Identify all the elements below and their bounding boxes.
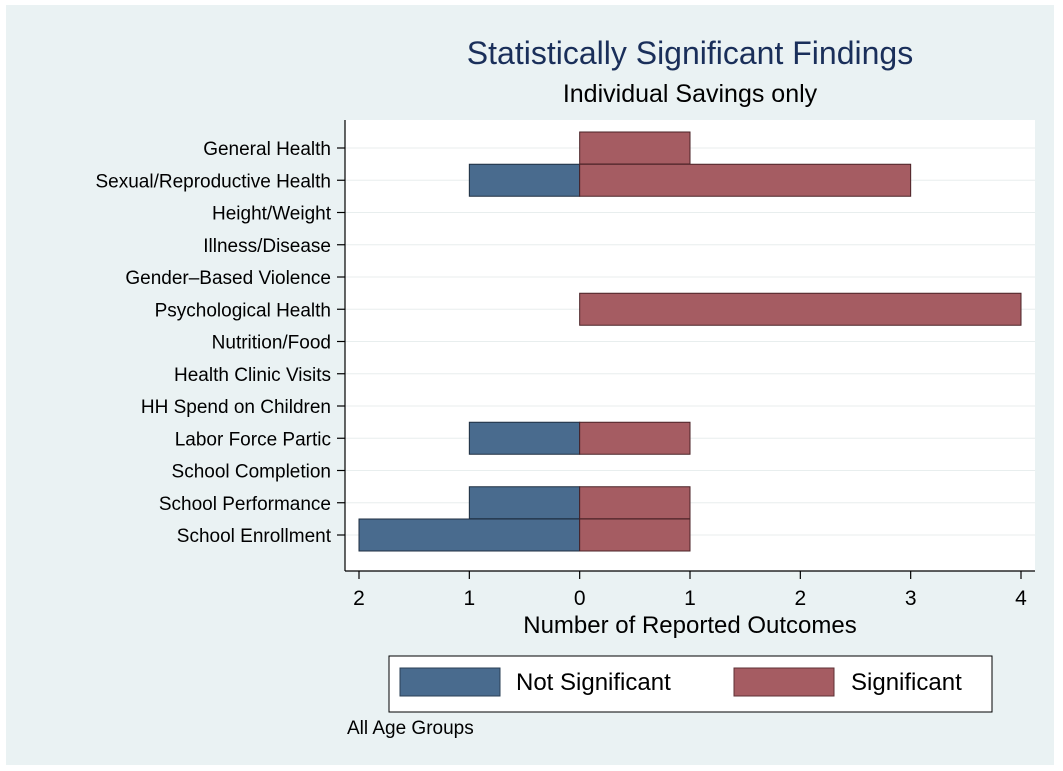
category-label: Illness/Disease (203, 236, 331, 257)
legend-swatch-not-significant (399, 667, 501, 697)
legend-label-significant: Significant (851, 669, 962, 696)
category-label: School Completion (172, 462, 331, 483)
bar-not-significant (468, 486, 581, 520)
category-label: HH Spend on Children (141, 397, 331, 418)
category-label: School Performance (159, 494, 331, 515)
x-tick-label: 1 (684, 587, 696, 610)
category-label: General Health (203, 139, 331, 160)
category-label: Nutrition/Food (212, 333, 331, 354)
chart-note: All Age Groups (347, 718, 474, 739)
bar-significant (579, 292, 1022, 326)
legend-label-not-significant: Not Significant (516, 669, 671, 696)
legend: Not Significant Significant (388, 655, 993, 713)
bar-significant (579, 518, 691, 552)
bar-significant (579, 163, 912, 197)
x-tick-label: 4 (1015, 587, 1027, 610)
category-label: Gender–Based Violence (125, 268, 331, 289)
bar-layer (358, 131, 1022, 552)
category-label: Health Clinic Visits (174, 365, 331, 386)
x-axis-title: Number of Reported Outcomes (523, 612, 856, 639)
chart-frame: Statistically Significant Findings Indiv… (6, 5, 1054, 765)
bar-significant (579, 486, 691, 520)
bar-not-significant (468, 421, 581, 455)
x-tick-label: 3 (905, 587, 917, 610)
chart-subtitle: Individual Savings only (563, 80, 818, 108)
legend-swatch-significant (733, 667, 835, 697)
chart-svg: Statistically Significant Findings Indiv… (95, 35, 1035, 739)
bar-not-significant (358, 518, 581, 552)
x-tick-label: 2 (353, 587, 365, 610)
category-label: Labor Force Partic (175, 429, 331, 450)
x-tick-label: 1 (463, 587, 475, 610)
category-label: School Enrollment (177, 526, 332, 547)
axis-layer: General Health Sexual/Reproductive Health… (95, 120, 1035, 610)
category-label: Psychological Health (155, 300, 331, 321)
category-label: Sexual/Reproductive Health (95, 171, 331, 192)
bar-significant (579, 421, 691, 455)
bar-not-significant (468, 163, 581, 197)
chart-title: Statistically Significant Findings (467, 35, 913, 71)
x-tick-label: 0 (574, 587, 586, 610)
x-tick-label: 2 (794, 587, 806, 610)
bar-significant (579, 131, 691, 165)
category-label: Height/Weight (212, 204, 332, 225)
